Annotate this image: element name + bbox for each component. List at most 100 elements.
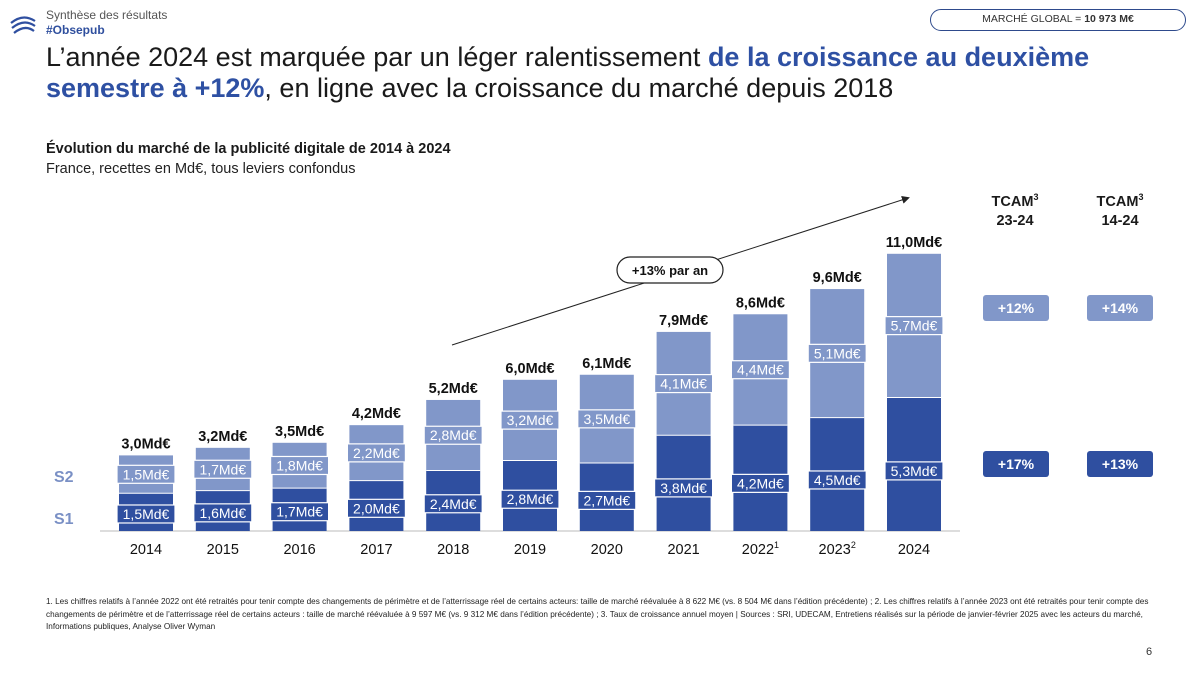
x-tick-2024: 2024 [898,542,930,558]
label-s2-2016-box [270,455,330,476]
tcam-header-23-24: TCAM3 23-24 [975,188,1055,231]
x-tick-2019: 2019 [514,542,546,558]
label-s2-2017: 2,2Md€ [353,445,400,461]
label-s2-2022: 4,4Md€ [737,362,784,378]
trend-annotation-box [616,256,724,284]
total-label-2018: 5,2Md€ [429,381,478,397]
tcam-title-1: TCAM [991,193,1034,210]
series-label-s2: S2 [54,469,74,486]
label-s1-2018: 2,4Md€ [430,496,477,512]
label-s1-2024: 5,3Md€ [891,463,938,479]
label-s2-2019: 3,2Md€ [507,412,554,428]
label-s2-2015: 1,7Md€ [199,461,246,477]
hashtag-label: #Obsepub [46,23,105,37]
page-number: 6 [1146,646,1153,658]
label-s2-2017-box [346,443,406,463]
label-s1-2015: 1,6Md€ [199,505,246,521]
brand-block: Synthèse des résultats #Obsepub [46,8,167,38]
label-s1-2021-box [653,478,714,498]
label-s2-2018-box [423,425,483,445]
x-tick-2020: 2020 [591,542,623,558]
label-s2-2020-box [577,409,637,429]
total-label-2020: 6,1Md€ [582,356,631,372]
x-tick-2018: 2018 [437,542,469,558]
total-label-2024: 11,0Md€ [886,235,942,251]
label-s1-2016: 1,7Md€ [276,504,323,520]
trend-annotation: +13% par an [632,263,708,278]
label-s1-2017-box [346,498,406,518]
x-tick-2015: 2015 [207,542,239,558]
total-label-2015: 3,2Md€ [198,429,247,445]
total-label-2023: 9,6Md€ [813,270,862,286]
tcam-period-1: 23-24 [996,212,1034,229]
label-s2-2021-box [653,373,714,394]
headline-part1: L’année 2024 est marquée par un léger ra… [46,42,708,72]
tcam-header-14-24: TCAM3 14-24 [1080,188,1160,231]
label-s1-2023: 4,5Md€ [814,472,861,488]
x-tick-2023: 20232 [819,540,856,558]
x-tick-superscript-2023: 2 [851,540,856,550]
label-s2-2023: 5,1Md€ [814,345,861,361]
label-s2-2016: 1,8Md€ [276,457,323,473]
total-label-2017: 4,2Md€ [352,406,401,422]
tcam-s2-14-24-badge: +14% [1087,295,1153,321]
label-s1-2020-box [577,490,637,510]
tcam-s1-23-24-badge: +17% [983,451,1049,477]
label-s2-2024-box [884,316,944,336]
label-s1-2024-box [884,461,944,481]
label-s2-2020: 3,5Md€ [583,411,630,427]
page-headline: L’année 2024 est marquée par un léger ra… [46,42,1166,104]
label-s2-2014-box [116,464,176,484]
label-s2-2015-box [193,459,253,479]
label-s1-2014-box [116,504,176,524]
label-s1-2016-box [270,502,330,522]
bars-group: 1,5Md€ 1,5Md€ 3,0Md€ 2014 1,6Md€ 1,7Md€ 3,2Md€… [116,235,944,558]
label-s2-2014: 1,5Md€ [123,466,170,482]
x-tick-2014: 2014 [130,542,162,558]
label-s1-2021: 3,8Md€ [660,480,707,496]
market-value: 10 973 M€ [1084,13,1134,25]
x-tick-2016: 2016 [283,542,315,558]
tcam-s2-23-24-badge: +12% [983,295,1049,321]
footnote: 1. Les chiffres relatifs à l’année 2022 … [46,597,1149,631]
total-label-2021: 7,9Md€ [659,313,708,329]
label-s1-2018-box [423,494,483,514]
chart-title: Évolution du marché de la publicité digi… [46,141,451,157]
label-s2-2021: 4,1Md€ [660,376,707,392]
headline-part2: , en ligne avec la croissance du marché … [264,73,894,103]
label-s1-2015-box [193,503,253,523]
x-tick-2017: 2017 [360,542,392,558]
tcam-sup-2: 3 [1138,192,1144,202]
label-s2-2022-box [730,360,791,380]
x-tick-superscript-2022: 1 [774,540,779,550]
label-s1-2022-box [730,473,791,493]
label-s2-2024: 5,7Md€ [891,318,938,334]
label-s1-2017: 2,0Md€ [353,500,400,516]
market-total-pill: MARCHÉ GLOBAL = 10 973 M€ [930,9,1186,31]
label-s1-2023-box [807,470,867,490]
tcam-s1-14-24-badge: +13% [1087,451,1153,477]
market-label: MARCHÉ GLOBAL = [982,13,1085,25]
total-label-2016: 3,5Md€ [275,424,324,440]
obsepub-logo-icon [10,16,36,34]
label-s1-2020: 2,7Md€ [583,492,630,508]
label-s2-2019-box [500,410,560,430]
total-label-2022: 8,6Md€ [736,295,785,311]
section-label: Synthèse des résultats [46,8,168,22]
headline-highlight: de la croissance au deuxième semestre à … [46,42,1090,103]
label-s2-2023-box [807,343,867,363]
x-tick-2022: 20221 [742,540,779,558]
series-label-s1: S1 [54,511,74,528]
tcam-sup-1: 3 [1033,192,1039,202]
label-s1-2019-box [500,489,560,509]
tcam-title-2: TCAM [1096,193,1139,210]
label-s2-2018: 2,8Md€ [430,427,477,443]
label-s1-2022: 4,2Md€ [737,475,784,491]
total-label-2019: 6,0Md€ [505,361,554,377]
label-s1-2019: 2,8Md€ [507,491,554,507]
chart-subtitle: France, recettes en Md€, tous leviers co… [46,161,356,177]
total-label-2014: 3,0Md€ [121,436,170,452]
tcam-period-2: 14-24 [1101,212,1139,229]
x-tick-2021: 2021 [667,542,699,558]
